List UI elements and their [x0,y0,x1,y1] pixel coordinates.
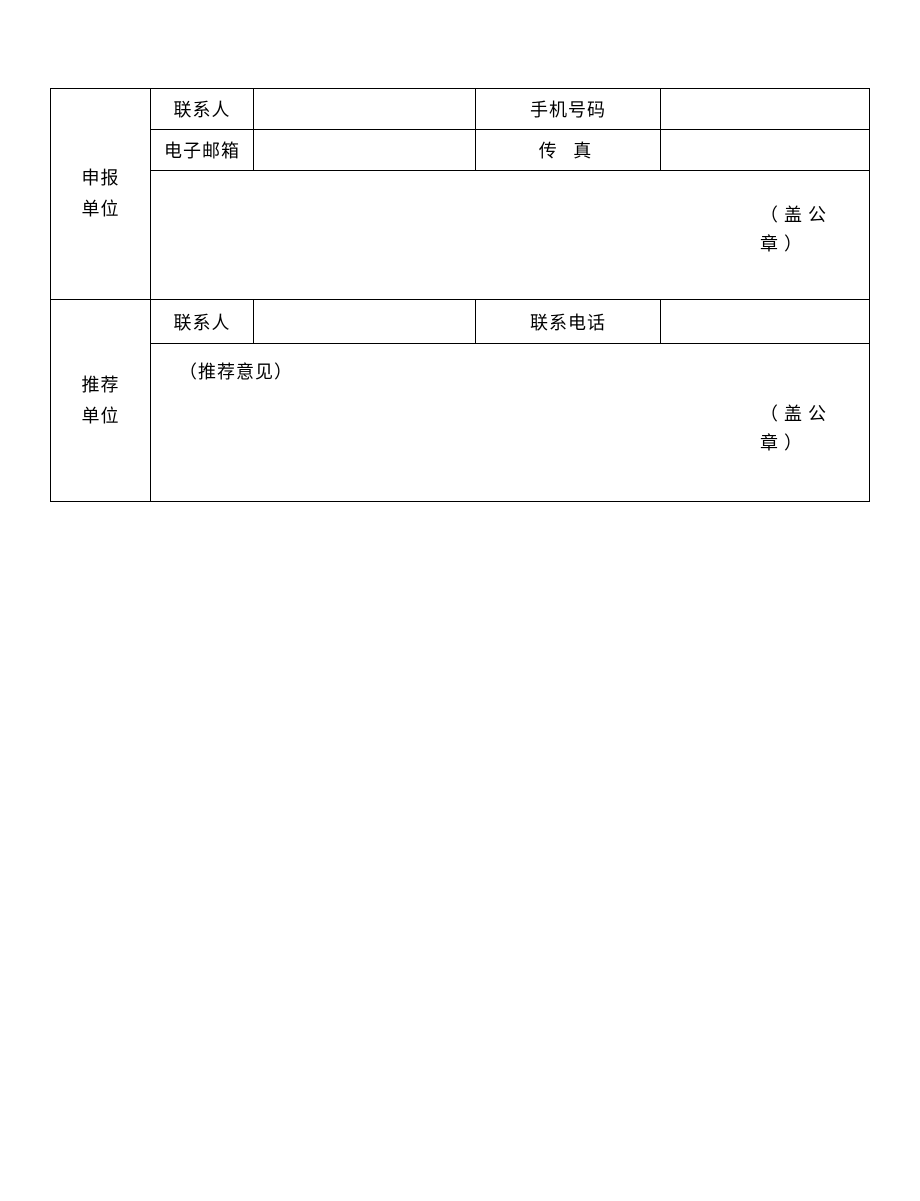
section1-row1-label2: 手机号码 [476,89,661,130]
section1-label: 申报 单位 [51,89,151,300]
section1-seal-cell: （盖公章） [151,171,870,300]
section2-seal-text: （盖公章） [746,400,869,458]
section1-seal-row: （盖公章） [51,171,870,300]
section2-opinion-text: （推荐意见） [179,358,293,384]
section2-row1: 推荐 单位 联系人 联系电话 [51,300,870,344]
section2-seal-row: （推荐意见） （盖公章） [51,344,870,502]
section1-row1-value [254,89,476,130]
section2-row1-label: 联系人 [151,300,254,344]
section1-seal-text: （盖公章） [746,201,869,259]
section1-row1: 申报 单位 联系人 手机号码 [51,89,870,130]
section2-label-text: 推荐 单位 [82,375,120,426]
section2-seal-cell: （推荐意见） （盖公章） [151,344,870,502]
section2-row1-label2: 联系电话 [476,300,661,344]
form-table: 申报 单位 联系人 手机号码 电子邮箱 传 真 （盖公章） 推荐 单位 [50,88,870,502]
section2-row1-value [254,300,476,344]
section1-row1-label: 联系人 [151,89,254,130]
section1-row2-label: 电子邮箱 [151,130,254,171]
section1-row2: 电子邮箱 传 真 [51,130,870,171]
section1-row1-value2 [661,89,870,130]
section1-row2-label2: 传 真 [476,130,661,171]
section2-row1-value2 [661,300,870,344]
section1-row2-value [254,130,476,171]
section2-label: 推荐 单位 [51,300,151,502]
section1-label-line1: 申报 单位 [82,168,120,219]
section1-row2-value2 [661,130,870,171]
